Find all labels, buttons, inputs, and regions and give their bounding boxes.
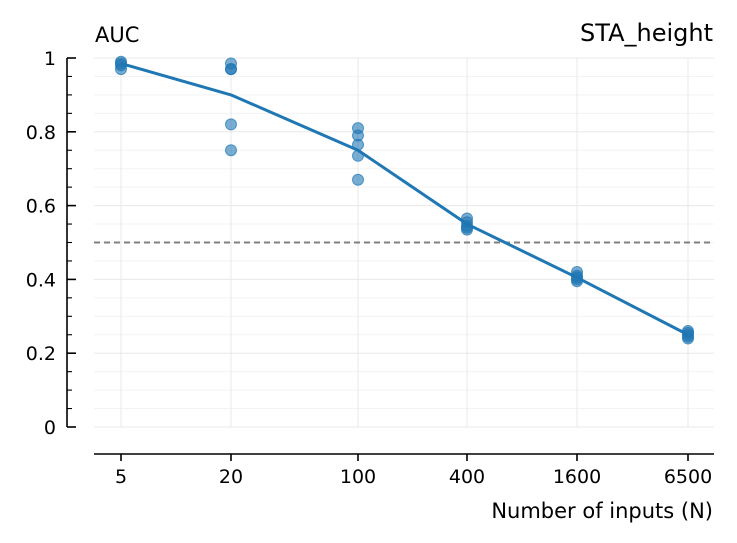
scatter-point [682, 332, 694, 345]
y-tick-label: 0.8 [26, 122, 56, 144]
points-layer [115, 55, 694, 345]
x-tick-label: 6500 [664, 466, 712, 488]
x-tick-label: 20 [219, 466, 243, 488]
scatter-point [352, 173, 364, 186]
scatter-point [225, 118, 237, 131]
series-line [120, 62, 689, 337]
scatter-point [461, 223, 473, 236]
x-tick-label: 1600 [553, 466, 601, 488]
y-tick-label: 1 [44, 48, 56, 70]
x-tick-label: 5 [115, 466, 127, 488]
series-layer [120, 62, 689, 337]
axes-layer [66, 58, 714, 455]
y-tick-label: 0.6 [26, 196, 56, 218]
x-axis-title: Number of inputs (N) [491, 499, 713, 523]
chart-title: STA_height [580, 19, 713, 47]
ticks-layer: 0 0.2 0.4 0.6 0.8 1 5 20 100 400 1600 6500 [26, 48, 712, 488]
y-axis-title: AUC [95, 23, 139, 47]
y-tick-label: 0.2 [26, 343, 56, 365]
scatter-point [115, 63, 127, 76]
x-tick-label: 100 [340, 466, 376, 488]
y-tick-label: 0 [44, 417, 56, 439]
scatter-point [225, 144, 237, 157]
scatter-point [352, 138, 364, 151]
scatter-point [225, 63, 237, 76]
x-tick-label: 400 [449, 466, 485, 488]
scatter-point [571, 275, 583, 288]
scatter-point [352, 149, 364, 162]
y-tick-label: 0.4 [26, 269, 56, 291]
